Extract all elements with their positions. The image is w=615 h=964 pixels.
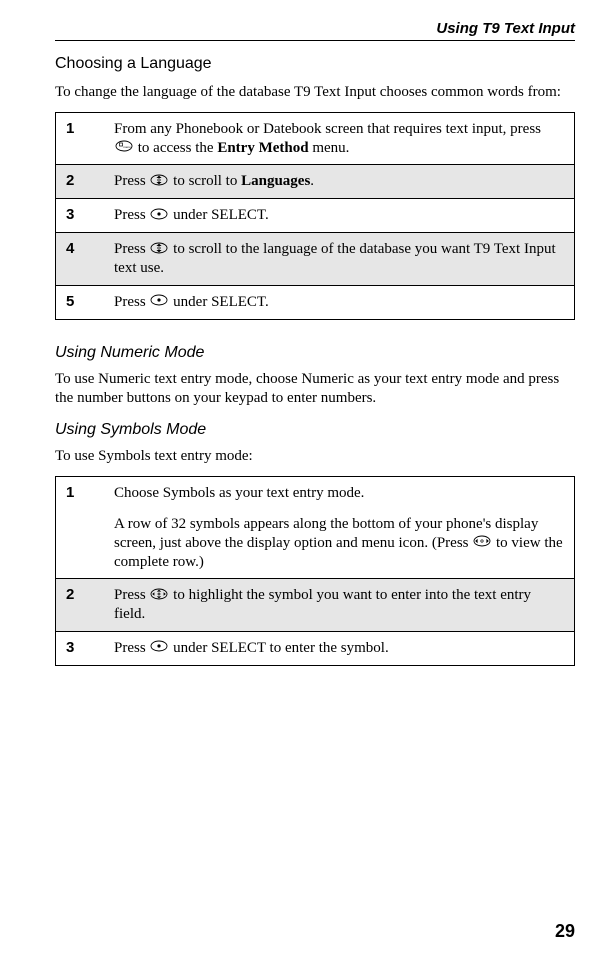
step-number: 3: [56, 199, 105, 233]
step-number: 1: [56, 477, 105, 579]
step-text: Press under SELECT.: [104, 286, 575, 320]
nav-full-icon: [150, 587, 168, 606]
step-row: 1 From any Phonebook or Datebook screen …: [56, 112, 575, 165]
section-title-choosing-language: Choosing a Language: [55, 55, 575, 73]
steps-table-1: 1 From any Phonebook or Datebook screen …: [55, 112, 575, 320]
body-numeric: To use Numeric text entry mode, choose N…: [55, 370, 575, 408]
step-row: 1 Choose Symbols as your text entry mode…: [56, 477, 575, 579]
step-text: From any Phonebook or Datebook screen th…: [104, 112, 575, 165]
steps-table-2: 1 Choose Symbols as your text entry mode…: [55, 476, 575, 666]
page-number: 29: [555, 921, 575, 942]
section-title-numeric-mode: Using Numeric Mode: [55, 344, 575, 362]
step-number: 5: [56, 286, 105, 320]
step-text: Press under SELECT to enter the symbol.: [104, 632, 575, 666]
step-row: 4 Press to scroll to the language of the…: [56, 233, 575, 286]
step-row: 2 Press to highlight the symbol you want…: [56, 579, 575, 632]
step-number: 2: [56, 165, 105, 199]
step-text: Press to scroll to Languages.: [104, 165, 575, 199]
nav-horizontal-icon: [473, 534, 491, 553]
intro-text-1: To change the language of the database T…: [55, 83, 575, 102]
page: Using T9 Text Input Choosing a Language …: [0, 0, 615, 666]
step-text: Choose Symbols as your text entry mode. …: [104, 477, 575, 579]
softkey-icon: [150, 293, 168, 312]
nav-vertical-icon: [150, 173, 168, 192]
step-row: 2 Press to scroll to Languages.: [56, 165, 575, 199]
header-rule: [55, 40, 575, 41]
step-number: 1: [56, 112, 105, 165]
step-row: 3 Press under SELECT.: [56, 199, 575, 233]
intro-text-3: To use Symbols text entry mode:: [55, 447, 575, 466]
step-text: Press under SELECT.: [104, 199, 575, 233]
step-row: 3 Press under SELECT to enter the symbol…: [56, 632, 575, 666]
softkey-icon: [150, 207, 168, 226]
step-row: 5 Press under SELECT.: [56, 286, 575, 320]
nav-vertical-icon: [150, 241, 168, 260]
section-title-symbols-mode: Using Symbols Mode: [55, 421, 575, 439]
softkey-icon: [150, 639, 168, 658]
running-header: Using T9 Text Input: [55, 20, 575, 37]
step-text: Press to scroll to the language of the d…: [104, 233, 575, 286]
step-number: 2: [56, 579, 105, 632]
menu-icon: [115, 139, 133, 158]
step-text: Press to highlight the symbol you want t…: [104, 579, 575, 632]
step-number: 3: [56, 632, 105, 666]
step-number: 4: [56, 233, 105, 286]
